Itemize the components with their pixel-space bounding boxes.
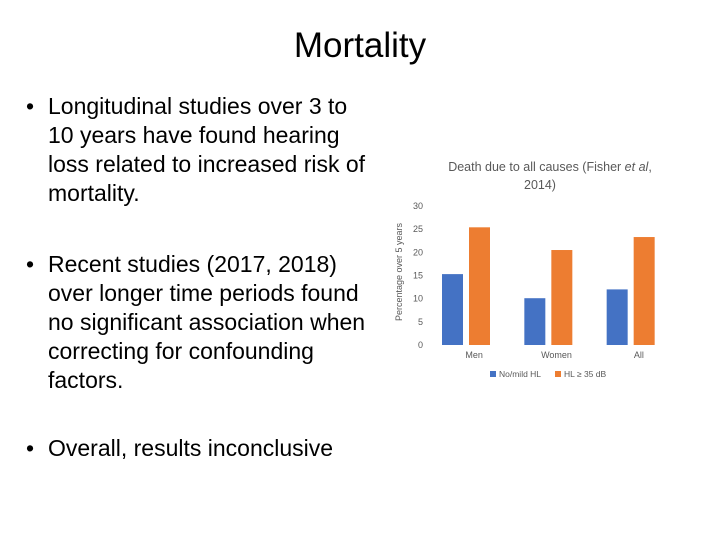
y-tick-label: 10 xyxy=(413,294,423,304)
y-tick-label: 0 xyxy=(418,340,423,350)
x-tick-label: Women xyxy=(541,350,572,360)
legend-label-2: HL ≥ 35 dB xyxy=(564,369,606,379)
legend-swatch-1 xyxy=(490,371,496,377)
legend-label-1: No/mild HL xyxy=(499,369,541,379)
y-tick-label: 5 xyxy=(418,317,423,327)
slide-title: Mortality xyxy=(293,26,427,65)
bullet-item-1: • Longitudinal studies over 3 to 10 year… xyxy=(22,92,367,208)
bullet-item-2: • Recent studies (2017, 2018) over longe… xyxy=(22,250,367,395)
bullet-symbol: • xyxy=(26,93,35,119)
bar-men-series-2 xyxy=(469,227,490,345)
y-tick-label: 20 xyxy=(413,247,423,257)
bar-women-series-2 xyxy=(551,250,573,345)
bullet-symbol: • xyxy=(26,251,35,277)
chart-legend: No/mild HL HL ≥ 35 dB xyxy=(490,369,606,379)
y-axis-ticks: 0 5 10 15 20 25 30 xyxy=(413,201,423,350)
x-axis-ticks: Men Women All xyxy=(465,350,643,360)
mortality-bar-chart: Death due to all causes (Fisher et al, 2… xyxy=(394,160,655,379)
y-axis-label: Percentage over 5 years xyxy=(394,222,404,321)
y-tick-label: 15 xyxy=(413,271,423,281)
legend-swatch-2 xyxy=(555,371,561,377)
bullet-text-1: Longitudinal studies over 3 to 10 years … xyxy=(48,93,366,206)
bullet-symbol: • xyxy=(26,435,35,461)
bullet-item-3: • Overall, results inconclusive xyxy=(22,434,367,463)
bars xyxy=(442,227,655,345)
y-tick-label: 25 xyxy=(413,224,423,234)
bar-all-series-2 xyxy=(633,237,655,345)
bar-women-series-1 xyxy=(524,298,546,345)
bullet-text-2: Recent studies (2017, 2018) over longer … xyxy=(48,251,366,393)
chart-title-line-1: Death due to all causes (Fisher et al, xyxy=(448,160,652,174)
x-tick-label: All xyxy=(634,350,644,360)
chart-title-line-2: 2014) xyxy=(524,178,556,192)
y-tick-label: 30 xyxy=(413,201,423,211)
bar-men-series-1 xyxy=(442,274,463,345)
bar-all-series-1 xyxy=(606,289,628,345)
x-tick-label: Men xyxy=(465,350,483,360)
bullet-text-3: Overall, results inconclusive xyxy=(48,435,334,461)
